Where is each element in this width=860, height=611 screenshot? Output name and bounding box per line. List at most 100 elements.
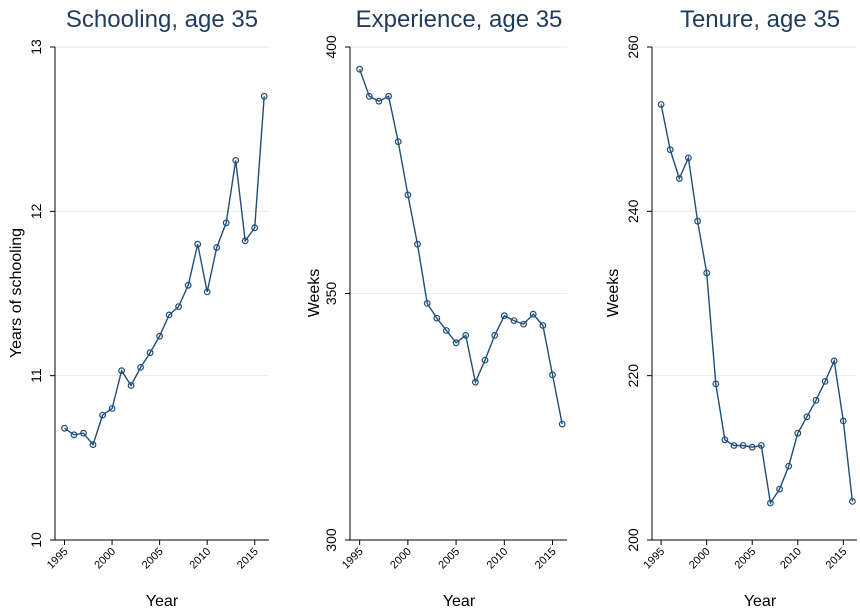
data-point — [146, 349, 154, 357]
x-tick-label: 2000 — [687, 546, 713, 572]
data-point — [404, 191, 412, 199]
data-point — [356, 65, 364, 73]
x-tick-label: 1995 — [641, 546, 667, 572]
series-line — [64, 96, 265, 447]
series-line — [358, 68, 563, 425]
data-point — [794, 429, 802, 437]
data-point — [99, 411, 106, 419]
x-tick-label: 2015 — [235, 546, 261, 572]
data-point — [365, 92, 373, 100]
data-point — [748, 443, 756, 451]
data-point — [70, 431, 78, 439]
data-point — [241, 237, 249, 245]
data-point — [849, 498, 856, 505]
data-point — [767, 499, 774, 507]
data-point — [213, 244, 221, 251]
x-tick-label: 2005 — [733, 546, 759, 572]
series — [356, 65, 566, 428]
y-tick-label: 260 — [625, 35, 641, 59]
y-axis-label: Weeks — [306, 269, 323, 318]
x-tick-label: 2010 — [485, 546, 511, 572]
x-tick-label: 2000 — [388, 546, 414, 572]
data-point — [785, 462, 793, 470]
panel-title: Experience, age 35 — [356, 6, 563, 33]
data-point — [61, 424, 68, 432]
data-point — [529, 310, 537, 318]
data-point — [694, 217, 701, 225]
y-tick-label: 13 — [28, 39, 44, 55]
x-tick-label: 2015 — [533, 546, 559, 572]
data-point — [757, 442, 765, 449]
data-point — [137, 364, 145, 371]
data-point — [481, 356, 489, 364]
axes: 200 220 240 260 1995 2000 2005 2010 2015 — [625, 35, 857, 571]
data-point — [385, 92, 393, 100]
series — [657, 101, 856, 507]
data-point — [500, 312, 508, 320]
data-point — [666, 146, 674, 154]
data-point — [462, 332, 470, 339]
data-point — [375, 97, 383, 105]
data-point — [712, 380, 720, 388]
x-tick-label: 2005 — [140, 546, 166, 572]
data-point — [194, 240, 202, 248]
data-point — [203, 288, 211, 296]
data-point — [510, 317, 518, 325]
data-point — [184, 281, 192, 289]
data-point — [776, 485, 783, 493]
data-point — [539, 322, 547, 329]
x-tick-label: 2015 — [824, 546, 850, 572]
y-tick-label: 10 — [28, 532, 44, 548]
panel-schooling: Schooling, age 35 Years of schooling Yea… — [8, 6, 269, 610]
y-tick-label: 400 — [323, 35, 339, 59]
gridlines — [55, 46, 269, 541]
y-tick-label: 200 — [625, 528, 641, 552]
data-point — [251, 224, 259, 232]
data-point — [156, 332, 164, 340]
data-point — [80, 429, 87, 437]
data-point — [803, 413, 811, 421]
data-point — [812, 396, 820, 404]
data-point — [549, 371, 556, 379]
data-point — [423, 300, 431, 307]
x-axis-label: Year — [443, 593, 476, 610]
panel-title: Schooling, age 35 — [66, 6, 258, 33]
data-point — [657, 101, 665, 108]
x-tick-label: 1995 — [45, 546, 71, 572]
data-point — [175, 303, 183, 311]
data-point — [443, 327, 450, 334]
y-tick-label: 11 — [28, 368, 44, 383]
data-point — [675, 175, 683, 182]
data-point — [491, 332, 499, 339]
x-tick-label: 2010 — [778, 546, 804, 572]
data-point — [685, 154, 692, 162]
data-point — [118, 367, 125, 375]
data-point — [260, 92, 268, 100]
x-axis-label: Year — [744, 593, 777, 610]
data-point — [520, 320, 527, 328]
panel-title: Tenure, age 35 — [680, 6, 840, 33]
data-point — [739, 442, 747, 449]
data-point — [452, 339, 460, 347]
y-tick-label: 240 — [625, 199, 641, 223]
data-point — [108, 405, 116, 412]
y-axis-label: Weeks — [605, 269, 622, 318]
data-point — [703, 269, 711, 277]
x-tick-label: 2010 — [188, 546, 214, 572]
data-point — [89, 441, 97, 449]
data-point — [472, 378, 479, 386]
axes: 10 11 12 13 1995 2000 2005 2010 2015 — [28, 39, 269, 571]
x-axis-label: Year — [146, 593, 179, 610]
x-tick-label: 2005 — [436, 546, 462, 572]
data-point — [414, 240, 421, 248]
data-point — [721, 436, 729, 444]
data-point — [394, 138, 402, 146]
axes: 300 350 400 1995 2000 2005 2010 2015 — [323, 35, 567, 571]
data-point — [730, 442, 738, 449]
data-point — [165, 311, 173, 319]
gridlines — [652, 46, 857, 541]
panel-experience: Experience, age 35 Weeks Year 300 350 400 1… — [306, 6, 567, 610]
data-point — [433, 314, 441, 322]
y-tick-label: 220 — [625, 364, 641, 388]
panel-tenure: Tenure, age 35 Weeks Year 200 220 240 260 19… — [605, 6, 857, 610]
